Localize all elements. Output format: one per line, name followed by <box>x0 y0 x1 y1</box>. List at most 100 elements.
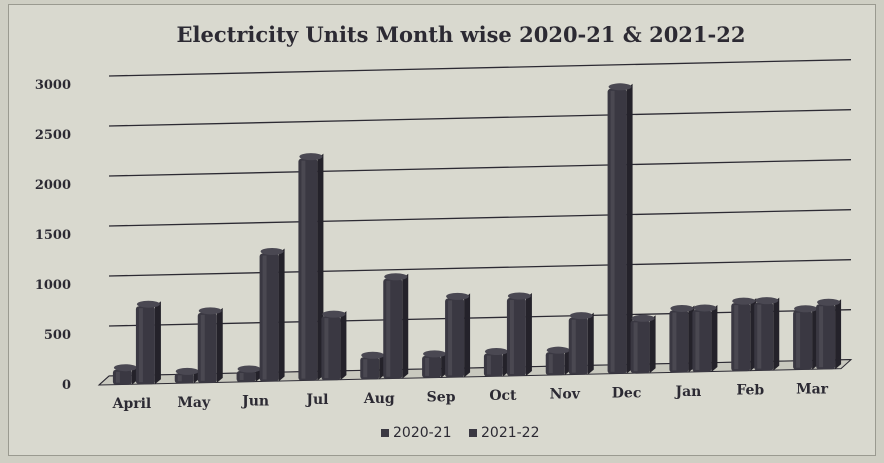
bar-2021-22 <box>568 312 594 375</box>
legend-swatch <box>381 429 389 437</box>
bar-front <box>607 88 627 374</box>
x-tick-label: Aug <box>363 391 395 407</box>
bar-2020-21 <box>607 83 633 374</box>
bar-highlight <box>301 160 306 379</box>
bar-highlight <box>548 354 553 374</box>
bar-highlight <box>363 359 368 378</box>
bar-side <box>340 311 347 381</box>
bar-top <box>817 298 841 306</box>
grid-layer <box>97 59 853 386</box>
bar-highlight <box>672 312 677 371</box>
bar-front <box>754 302 774 371</box>
bar-front <box>568 317 588 375</box>
bar-front <box>731 303 751 372</box>
bar-top <box>732 297 756 305</box>
bar-side <box>278 248 285 382</box>
bar-highlight <box>509 300 514 375</box>
bar-highlight <box>633 322 638 372</box>
bar-side <box>154 301 161 385</box>
bar-front <box>793 310 813 370</box>
bar-side <box>773 297 780 371</box>
bar-front <box>321 316 341 381</box>
x-tick-label: April <box>112 396 152 412</box>
bar-2021-22 <box>321 310 347 381</box>
bar-side <box>525 293 532 377</box>
bar-front <box>630 320 650 374</box>
bar-top <box>670 304 694 312</box>
bar-top <box>361 351 385 359</box>
bar-front <box>816 304 836 370</box>
gridline <box>108 159 852 177</box>
bar-2020-21 <box>360 351 386 380</box>
chart-title: Electricity Units Month wise 2020-21 & 2… <box>177 22 746 47</box>
axis-edge <box>98 375 110 386</box>
bar-highlight <box>695 311 700 370</box>
bar-side <box>464 293 471 378</box>
bar-front <box>545 352 565 376</box>
bar-highlight <box>734 305 739 370</box>
y-tick-label: 3000 <box>35 78 71 93</box>
bar-side <box>216 307 223 383</box>
bar-front <box>422 355 442 378</box>
bar-highlight <box>262 255 267 380</box>
x-tick-label: Mar <box>796 381 829 397</box>
gridline <box>108 309 852 327</box>
y-tick-label: 2000 <box>35 178 71 193</box>
bar-2020-21 <box>112 364 138 385</box>
bar-side <box>711 304 718 372</box>
bar-highlight <box>115 371 120 383</box>
bar-top <box>794 305 818 313</box>
bar-highlight <box>571 319 576 373</box>
bar-highlight <box>177 375 182 382</box>
chart-svg: Electricity Units Month wise 2020-21 & 2… <box>35 22 853 441</box>
bar-top <box>198 307 222 315</box>
bar-top <box>136 300 160 308</box>
bar-highlight <box>796 312 801 368</box>
bar-2020-21 <box>793 305 819 370</box>
bar-front <box>197 312 217 383</box>
gridline <box>108 259 852 277</box>
bar-highlight <box>138 308 143 383</box>
bar-top <box>423 350 447 358</box>
y-tick-label: 500 <box>44 328 71 343</box>
bar-side <box>649 315 656 374</box>
bar-front <box>298 158 318 381</box>
bar-2021-22 <box>816 298 842 370</box>
bar-highlight <box>324 318 329 379</box>
bar-front <box>236 370 256 382</box>
y-tick-label: 2500 <box>35 128 71 143</box>
x-tick-label: Feb <box>736 383 764 399</box>
bar-2020-21 <box>731 297 757 372</box>
bar-top <box>693 304 717 312</box>
gridline <box>108 59 852 77</box>
bar-top <box>299 153 323 161</box>
bar-side <box>402 273 409 379</box>
bar-top <box>446 292 470 300</box>
legend-label: 2020-21 <box>393 425 452 441</box>
bar-2021-22 <box>630 314 656 374</box>
bar-top <box>260 247 284 255</box>
bar-top <box>507 292 531 300</box>
labels-layer: 0 500 1000 1500 2000 2500 3000 April May Jun Jul Au… <box>35 78 829 412</box>
bar-2020-21 <box>236 365 262 382</box>
x-tick-label: Oct <box>489 388 517 404</box>
bar-2020-21 <box>422 350 448 378</box>
bar-highlight <box>610 90 615 372</box>
bar-front <box>112 369 132 385</box>
bar-2021-22 <box>197 307 223 383</box>
bar-highlight <box>239 372 244 380</box>
x-tick-label: Sep <box>427 389 456 405</box>
y-tick-label: 1000 <box>35 278 71 293</box>
bar-front <box>383 278 403 379</box>
x-tick-label: Jul <box>304 392 328 408</box>
bar-top <box>237 365 261 373</box>
bar-2020-21 <box>669 304 695 373</box>
bar-2020-21 <box>483 348 509 377</box>
bar-2020-21 <box>174 367 200 384</box>
bar-front <box>135 306 155 385</box>
y-tick-label: 0 <box>62 378 71 393</box>
bar-front <box>174 373 194 384</box>
gridline <box>108 209 852 227</box>
bar-highlight <box>425 357 430 376</box>
legend-label: 2021-22 <box>481 425 540 441</box>
